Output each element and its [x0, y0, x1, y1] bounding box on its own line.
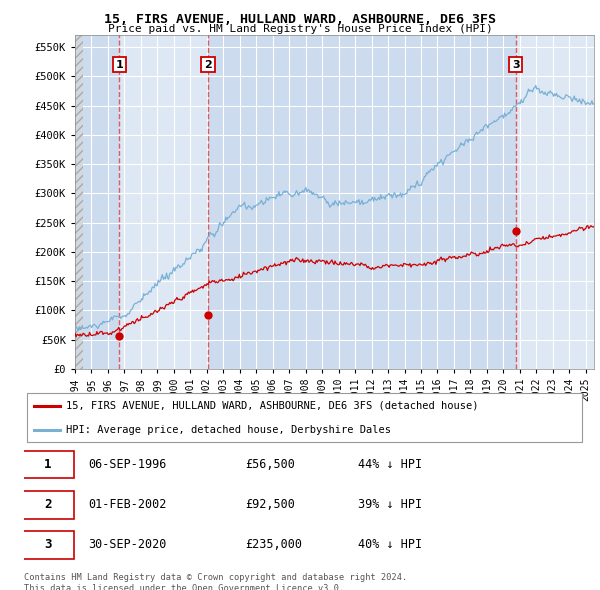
FancyBboxPatch shape [21, 451, 74, 478]
Text: HPI: Average price, detached house, Derbyshire Dales: HPI: Average price, detached house, Derb… [66, 425, 391, 435]
Text: 01-FEB-2002: 01-FEB-2002 [89, 498, 167, 511]
Text: 44% ↓ HPI: 44% ↓ HPI [358, 458, 422, 471]
Text: Contains HM Land Registry data © Crown copyright and database right 2024.
This d: Contains HM Land Registry data © Crown c… [24, 573, 407, 590]
Text: Price paid vs. HM Land Registry's House Price Index (HPI): Price paid vs. HM Land Registry's House … [107, 24, 493, 34]
FancyBboxPatch shape [27, 394, 582, 442]
Text: £235,000: £235,000 [245, 538, 302, 551]
Bar [119, 35, 208, 369]
Text: 15, FIRS AVENUE, HULLAND WARD, ASHBOURNE, DE6 3FS: 15, FIRS AVENUE, HULLAND WARD, ASHBOURNE… [104, 13, 496, 26]
Bar [75, 35, 83, 369]
Text: 1: 1 [115, 60, 123, 70]
Bar [75, 35, 119, 369]
Text: 06-SEP-1996: 06-SEP-1996 [89, 458, 167, 471]
Text: 3: 3 [44, 538, 52, 551]
Text: 2: 2 [204, 60, 212, 70]
FancyBboxPatch shape [21, 531, 74, 559]
Text: 30-SEP-2020: 30-SEP-2020 [89, 538, 167, 551]
Text: 1: 1 [44, 458, 52, 471]
Text: £92,500: £92,500 [245, 498, 295, 511]
FancyBboxPatch shape [21, 491, 74, 519]
Bar [208, 35, 516, 369]
Text: 15, FIRS AVENUE, HULLAND WARD, ASHBOURNE, DE6 3FS (detached house): 15, FIRS AVENUE, HULLAND WARD, ASHBOURNE… [66, 401, 479, 411]
Bar [516, 35, 594, 369]
Text: 40% ↓ HPI: 40% ↓ HPI [358, 538, 422, 551]
Text: 2: 2 [44, 498, 52, 511]
Text: 3: 3 [512, 60, 520, 70]
Text: £56,500: £56,500 [245, 458, 295, 471]
Text: 39% ↓ HPI: 39% ↓ HPI [358, 498, 422, 511]
